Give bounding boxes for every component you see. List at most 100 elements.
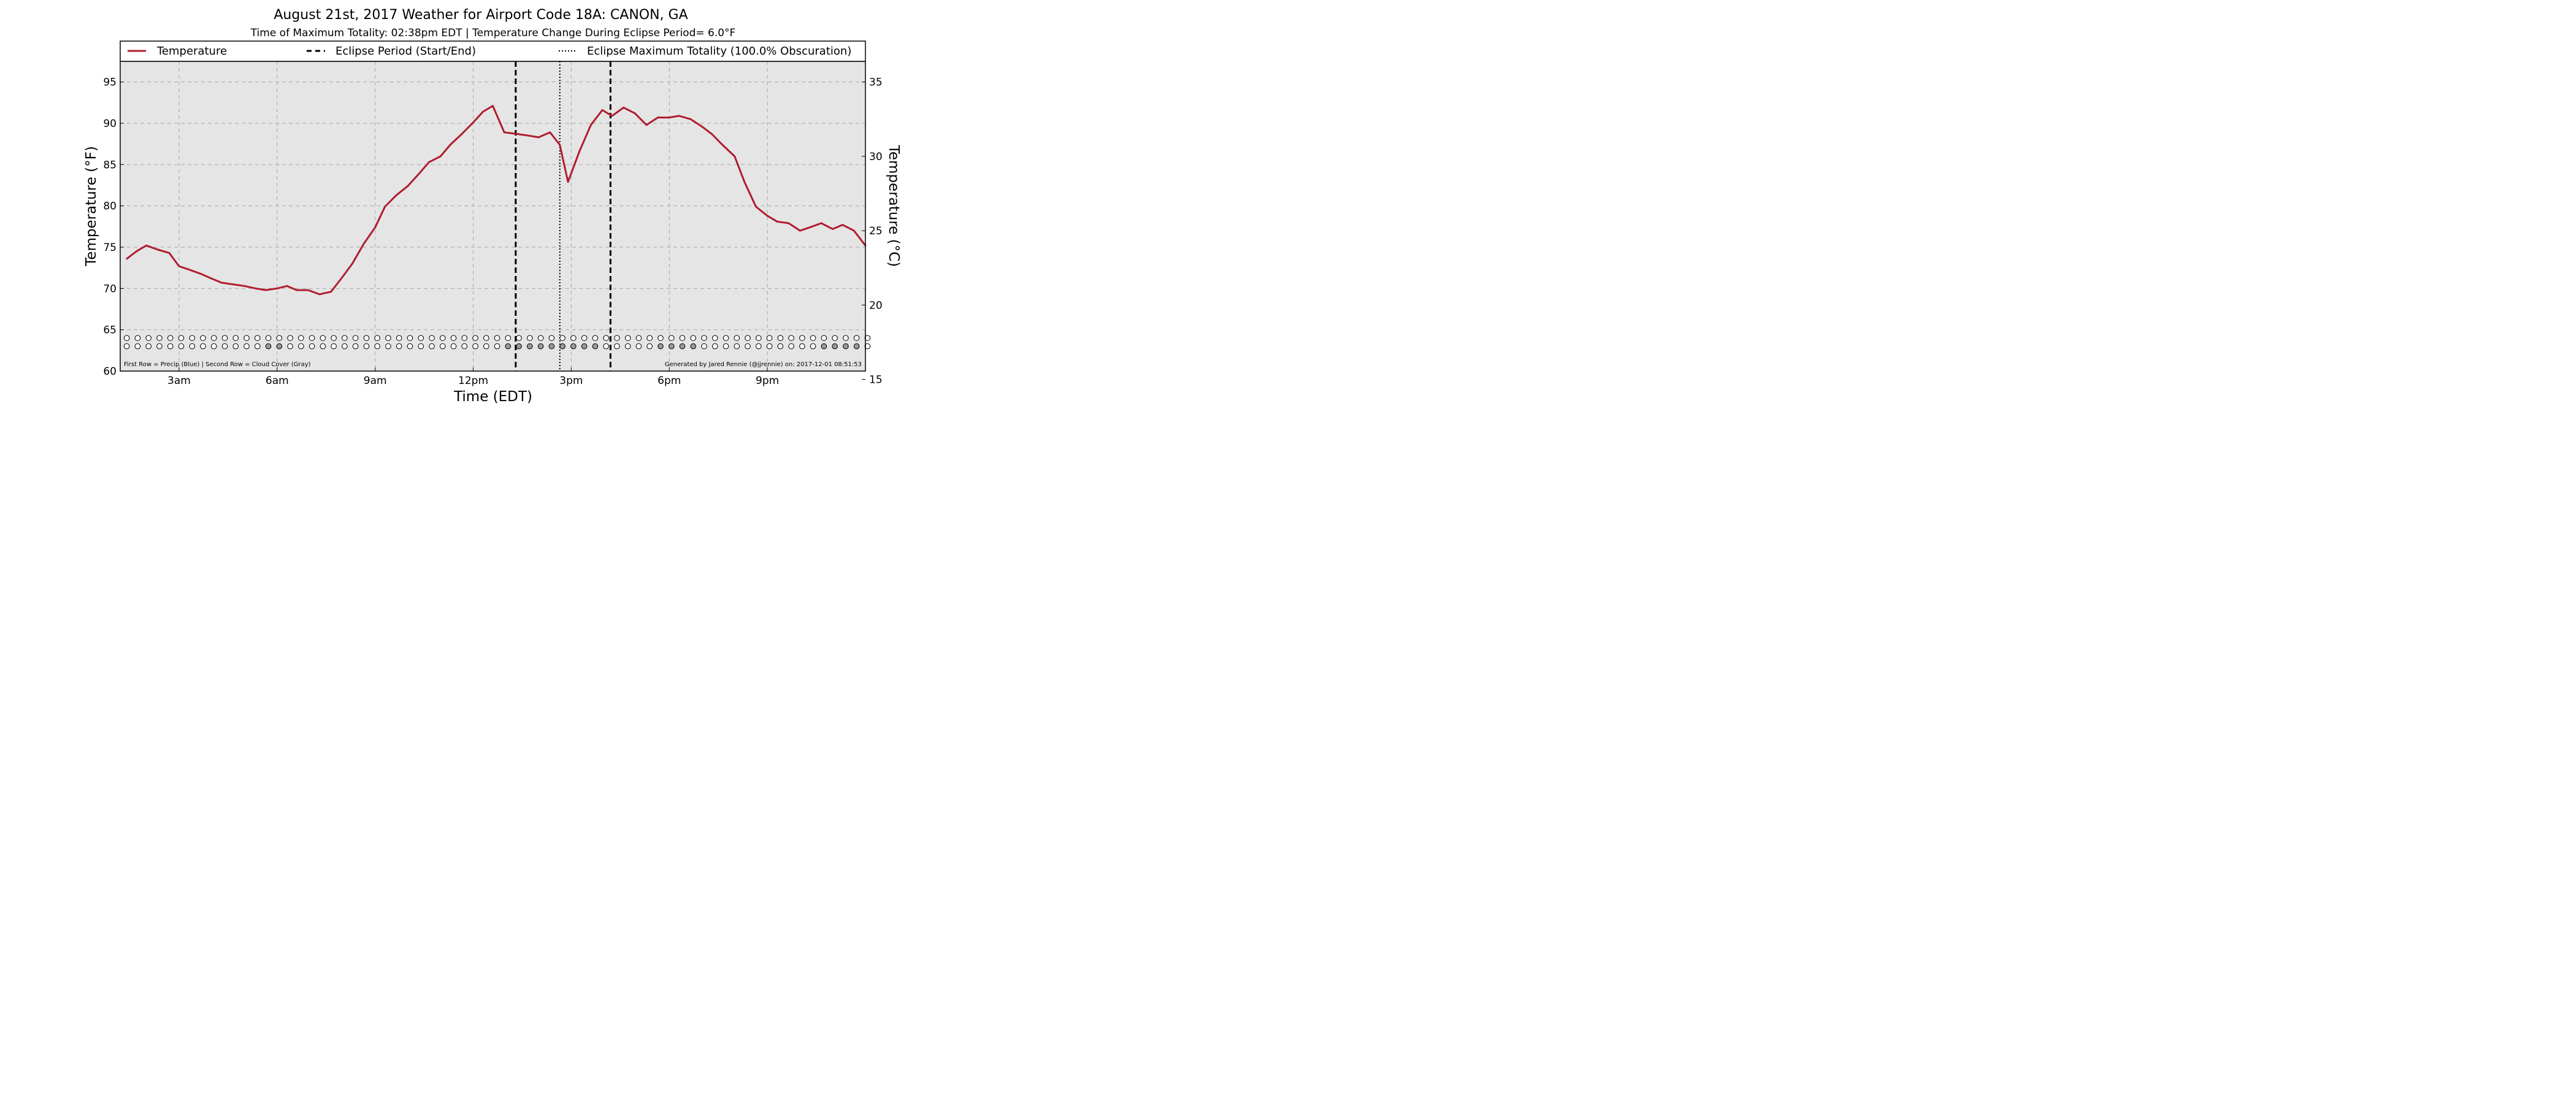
precip-marker xyxy=(832,335,838,341)
temperature-point xyxy=(634,112,636,115)
precip-marker xyxy=(723,335,729,341)
cloud-cover-marker xyxy=(254,343,261,350)
legend-frame xyxy=(120,40,866,62)
cloud-cover-marker xyxy=(723,343,729,350)
temperature-point xyxy=(199,272,201,275)
precip-marker xyxy=(156,335,163,341)
precip-marker xyxy=(331,335,337,341)
cloud-cover-marker xyxy=(581,343,588,350)
cloud-cover-marker xyxy=(690,343,697,350)
cloud-cover-marker xyxy=(276,343,283,350)
cloud-cover-marker xyxy=(189,343,196,350)
precip-marker xyxy=(352,335,359,341)
temperature-point xyxy=(841,224,844,226)
temperature-point xyxy=(668,117,670,119)
cloud-cover-marker xyxy=(123,343,130,350)
temperature-point xyxy=(188,269,190,270)
temperature-point xyxy=(766,215,769,217)
temperature-point xyxy=(516,133,518,135)
temperature-point xyxy=(755,205,757,208)
temperature-point xyxy=(472,121,474,124)
cloud-cover-marker xyxy=(167,343,174,350)
y-axis-label-right: Temperature (°C) xyxy=(886,145,902,267)
footer-right: Generated by Jared Rennie (@jjrennie) on… xyxy=(665,361,862,368)
temperature-point xyxy=(220,282,223,284)
precip-marker xyxy=(570,335,577,341)
precip-marker xyxy=(864,335,871,341)
cloud-cover-marker xyxy=(363,343,370,350)
temperature-point xyxy=(743,181,746,183)
precip-marker xyxy=(614,335,620,341)
temperature-point xyxy=(623,107,625,109)
cloud-cover-marker xyxy=(396,343,402,350)
temperature-point xyxy=(264,289,267,291)
temperature-point xyxy=(820,222,822,224)
temperature-point xyxy=(689,118,692,120)
temperature-point xyxy=(657,117,659,119)
cloud-cover-marker xyxy=(494,343,500,350)
cloud-cover-marker xyxy=(527,343,533,350)
y-tick-label-left: 90 xyxy=(103,118,117,130)
precip-marker xyxy=(178,335,185,341)
cloud-cover-marker xyxy=(178,343,185,350)
precip-marker xyxy=(646,335,653,341)
precip-marker xyxy=(221,335,228,341)
temperature-point xyxy=(156,248,159,251)
precip-marker xyxy=(167,335,174,341)
temperature-point xyxy=(428,161,430,163)
temperature-point xyxy=(788,222,790,224)
precip-marker xyxy=(396,335,402,341)
x-tick-label: 9am xyxy=(364,375,387,387)
y-tick-label-left: 60 xyxy=(103,366,117,378)
x-tick-label: 9pm xyxy=(756,375,779,387)
cloud-cover-marker xyxy=(516,343,522,350)
precip-marker xyxy=(276,335,283,341)
precip-marker xyxy=(342,335,348,341)
precip-marker xyxy=(265,335,272,341)
y-tick-label-right: 20 xyxy=(869,299,883,312)
cloud-cover-marker xyxy=(864,343,871,350)
precip-marker xyxy=(418,335,424,341)
precip-marker xyxy=(494,335,500,341)
cloud-cover-marker xyxy=(210,343,217,350)
legend: Temperature Eclipse Period (Start/End) E… xyxy=(120,40,866,62)
temperature-point xyxy=(178,265,180,267)
plot-area xyxy=(120,61,865,371)
precip-marker xyxy=(766,335,773,341)
cloud-cover-marker xyxy=(287,343,293,350)
cloud-cover-marker xyxy=(646,343,653,350)
y-tick-label-left: 80 xyxy=(103,201,117,213)
cloud-cover-marker xyxy=(429,343,435,350)
cloud-cover-marker xyxy=(134,343,141,350)
temperature-point xyxy=(567,181,569,183)
precip-marker xyxy=(254,335,261,341)
precip-marker xyxy=(374,335,380,341)
y-tick-label-left: 75 xyxy=(103,242,117,254)
precip-marker xyxy=(690,335,697,341)
cloud-cover-marker xyxy=(788,343,794,350)
cloud-cover-marker xyxy=(537,343,544,350)
precip-marker xyxy=(559,335,565,341)
temperature-point xyxy=(384,205,386,208)
precip-marker xyxy=(537,335,544,341)
y-axis-label-left: Temperature (°F) xyxy=(83,146,99,267)
cloud-cover-marker xyxy=(352,343,359,350)
x-axis-label: Time (EDT) xyxy=(453,389,532,405)
temperature-point xyxy=(559,144,561,146)
precip-marker xyxy=(624,335,631,341)
legend-label-eclipse-period: Eclipse Period (Start/End) xyxy=(335,45,476,58)
temperature-point xyxy=(461,133,463,135)
cloud-cover-marker xyxy=(450,343,457,350)
y-tick-label-right: 30 xyxy=(869,151,883,163)
legend-label-temperature: Temperature xyxy=(156,45,227,58)
cloud-cover-marker xyxy=(614,343,620,350)
precip-marker xyxy=(461,335,468,341)
cloud-cover-marker xyxy=(832,343,838,350)
x-tick-label: 12pm xyxy=(458,375,488,387)
cloud-cover-marker xyxy=(483,343,489,350)
eclipse-lines xyxy=(515,61,611,371)
temperature-point xyxy=(776,220,778,223)
x-tick-label: 3pm xyxy=(559,375,583,387)
chart-title: August 21st, 2017 Weather for Airport Co… xyxy=(274,7,688,23)
temperature-point xyxy=(318,293,321,296)
